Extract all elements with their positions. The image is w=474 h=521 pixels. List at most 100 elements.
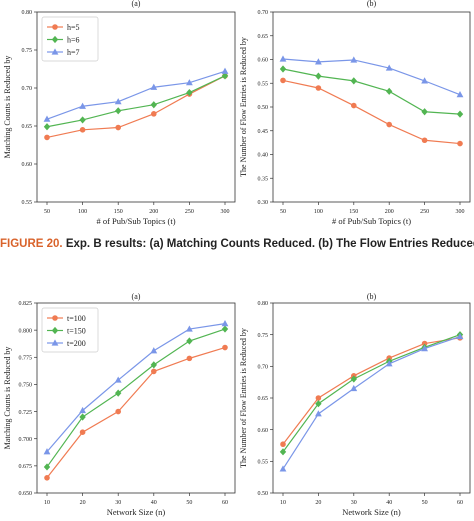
y-tick-label: 0.55: [22, 200, 33, 206]
plot-frame: [36, 302, 236, 494]
data-point: [386, 121, 393, 128]
y-tick-label: 0.75: [22, 48, 33, 54]
series-2: [279, 331, 464, 456]
data-point: [221, 72, 229, 80]
y-axis-label: Matching Counts is Reduced by: [3, 56, 12, 159]
data-point: [315, 72, 322, 80]
data-point: [114, 376, 122, 383]
data-point: [115, 107, 122, 115]
series-line: [46, 70, 226, 120]
data-point: [44, 134, 50, 141]
x-axis-label: # of Pub/Sub Topics (t): [96, 216, 175, 226]
data-point: [280, 77, 286, 84]
y-tick-label: 0.80: [258, 301, 269, 307]
data-point: [315, 395, 322, 401]
data-point: [43, 463, 51, 471]
chart-title: (b): [367, 292, 377, 301]
data-point: [115, 408, 121, 415]
data-point: [150, 83, 158, 90]
y-tick-label: 0.70: [22, 86, 33, 92]
data-point: [421, 137, 428, 144]
y-tick-label: 0.65: [258, 34, 269, 40]
data-point: [221, 67, 229, 74]
series-1: [280, 77, 463, 147]
legend-label: h=5: [67, 23, 80, 32]
x-tick-label: 50: [44, 209, 50, 215]
y-tick-label: 0.30: [258, 200, 269, 206]
chart-4: (b) 0.50 0.55 0.60 0.65 0.70 0.75 0.80 10 20 30 40 5…: [239, 292, 471, 517]
data-point: [114, 98, 122, 105]
data-point: [115, 389, 122, 397]
data-point: [221, 320, 229, 327]
data-point: [151, 368, 157, 375]
series-1: [44, 73, 228, 141]
legend-label: h=6: [67, 36, 80, 45]
x-tick-label: 10: [44, 500, 50, 506]
chart-title: (a): [132, 292, 141, 301]
data-point: [79, 127, 86, 133]
data-point: [350, 375, 357, 383]
data-point: [421, 77, 428, 84]
series-3: [43, 67, 229, 122]
data-point: [79, 102, 86, 109]
x-tick-label: 60: [457, 500, 463, 506]
y-tick-label: 0.55: [258, 460, 269, 466]
x-tick-label: 10: [280, 500, 286, 506]
chart-title: (a): [132, 0, 141, 8]
data-point: [350, 56, 358, 63]
series-line: [46, 323, 226, 453]
x-tick-label: 250: [185, 209, 194, 215]
y-tick-label: 0.65: [258, 396, 269, 402]
data-point: [315, 85, 322, 91]
data-point: [43, 123, 51, 131]
y-tick-label: 0.700: [19, 437, 33, 443]
series-line: [282, 334, 461, 453]
y-tick-label: 0.55: [258, 81, 269, 87]
x-tick-label: 100: [314, 209, 323, 215]
data-point: [186, 355, 193, 362]
chart-title: (b): [367, 0, 377, 8]
x-axis-label: Network Size (n): [342, 507, 401, 517]
caption-text: Exp. B results: (a) Matching Counts Redu…: [65, 238, 474, 250]
x-tick-label: 50: [422, 500, 428, 506]
chart-2: (b) 0.30 0.35 0.40 0.45 0.50 0.55 0.60 0.65 0.70 5…: [239, 0, 471, 226]
legend-label: h=7: [67, 48, 80, 57]
y-tick-label: 0.70: [258, 365, 269, 371]
legend-marker: [51, 48, 59, 55]
legend-marker: [52, 315, 58, 321]
data-point: [350, 384, 358, 392]
data-point: [43, 448, 51, 455]
series-2: [43, 325, 229, 471]
y-tick-label: 0.45: [258, 129, 269, 135]
x-tick-label: 150: [114, 209, 123, 215]
data-point: [421, 345, 428, 352]
plot-frame: [272, 11, 471, 203]
series-line: [282, 337, 461, 445]
data-point: [351, 102, 357, 109]
data-point: [44, 475, 50, 481]
data-point: [221, 325, 229, 333]
data-point: [151, 111, 157, 117]
series-line: [46, 328, 226, 468]
y-tick-label: 0.825: [19, 301, 33, 307]
data-point: [385, 64, 393, 71]
y-tick-label: 0.80: [22, 10, 33, 16]
caption-label: FIGURE 20.: [0, 238, 63, 250]
y-tick-label: 0.50: [258, 105, 269, 111]
data-point: [150, 347, 158, 354]
data-point: [386, 87, 393, 95]
data-point: [279, 65, 287, 73]
series-line: [282, 58, 461, 96]
y-tick-label: 0.50: [258, 491, 269, 497]
x-tick-label: 250: [420, 209, 429, 215]
series-2: [43, 72, 229, 131]
y-tick-label: 0.800: [19, 328, 33, 334]
series-line: [282, 335, 461, 470]
data-point: [457, 140, 463, 147]
x-tick-label: 50: [280, 209, 286, 215]
series-line: [282, 68, 461, 115]
data-point: [222, 344, 228, 351]
series-line: [46, 75, 226, 128]
x-tick-label: 30: [115, 500, 121, 506]
